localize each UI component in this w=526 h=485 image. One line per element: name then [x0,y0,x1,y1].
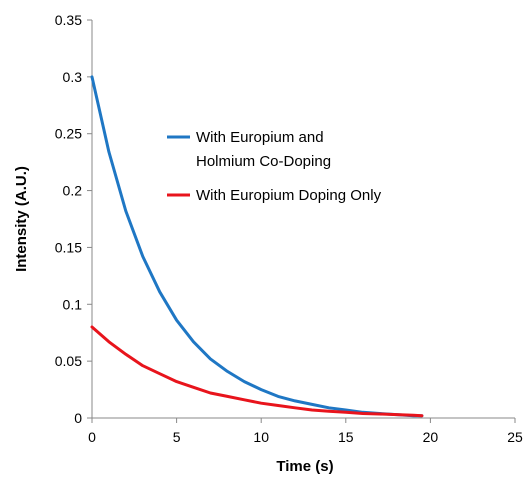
y-tick-label: 0.15 [55,239,82,255]
y-tick-label: 0.1 [63,296,83,312]
legend-label-co-doping-line2: Holmium Co-Doping [196,153,331,170]
x-tick-label: 10 [253,429,269,445]
legend: With Europium and Holmium Co-Doping With… [167,129,382,204]
y-tick-label: 0.3 [63,69,83,85]
y-tick-label: 0.35 [55,12,82,28]
legend-label-co-doping-line1: With Europium and [196,129,324,146]
x-tick-label: 20 [423,429,439,445]
y-tick-label: 0.25 [55,126,82,142]
y-axis-title: Intensity (A.U.) [13,166,30,272]
x-tick-label: 0 [88,429,96,445]
y-tick-label: 0.05 [55,353,82,369]
x-tick-label: 15 [338,429,354,445]
x-axis-title: Time (s) [276,458,333,475]
y-tick-label: 0.2 [63,183,83,199]
y-axis-ticks: 0 0.05 0.1 0.15 0.2 0.25 0.3 0.35 [55,12,92,426]
axes [91,20,515,419]
x-axis-ticks: 0 5 10 15 20 25 [88,418,523,445]
series-layer [90,75,424,418]
series-line-europium-only [90,325,424,418]
y-tick-label: 0 [74,410,82,426]
x-tick-label: 25 [507,429,523,445]
legend-label-europium-only: With Europium Doping Only [196,187,382,204]
x-tick-label: 5 [173,429,181,445]
